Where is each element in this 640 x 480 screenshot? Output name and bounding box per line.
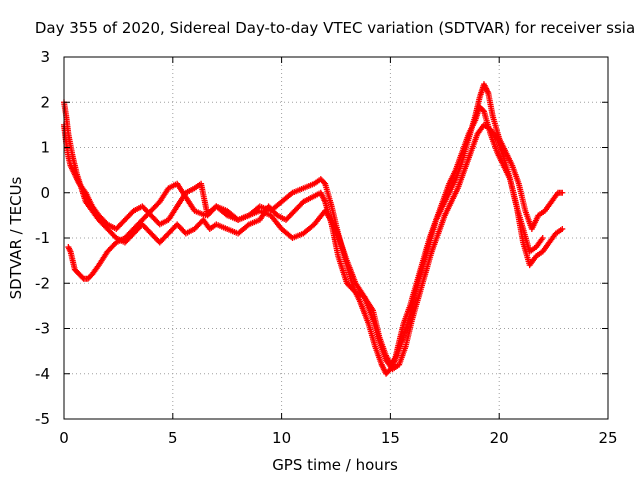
x-axis-label: GPS time / hours (272, 456, 398, 474)
data-point (321, 179, 328, 186)
x-tick-label: 0 (59, 429, 69, 447)
data-points (61, 81, 566, 377)
x-tick-label: 15 (381, 429, 400, 447)
y-tick-label: 0 (40, 184, 50, 202)
y-tick-label: -5 (35, 410, 50, 428)
data-point (559, 189, 566, 196)
y-tick-label: 2 (40, 93, 50, 111)
y-tick-label: -4 (35, 365, 50, 383)
y-tick-label: 1 (40, 139, 50, 157)
data-point (479, 107, 486, 114)
chart-title: Day 355 of 2020, Sidereal Day-to-day VTE… (35, 19, 635, 37)
data-point (539, 235, 546, 241)
y-axis-label: SDTVAR / TECUs (7, 176, 25, 299)
x-tick-label: 20 (490, 429, 509, 447)
x-tick-label: 5 (168, 429, 178, 447)
data-point (559, 225, 566, 232)
y-tick-label: 3 (40, 48, 50, 66)
axis-ticks: 0 5 10 15 20 25 -5 -4 -3 -2 -1 0 1 2 3 (35, 48, 618, 447)
x-tick-label: 10 (272, 429, 291, 447)
y-tick-label: -3 (35, 320, 50, 338)
y-tick-label: -2 (35, 274, 50, 292)
y-tick-label: -1 (35, 229, 50, 247)
x-tick-label: 25 (598, 429, 617, 447)
